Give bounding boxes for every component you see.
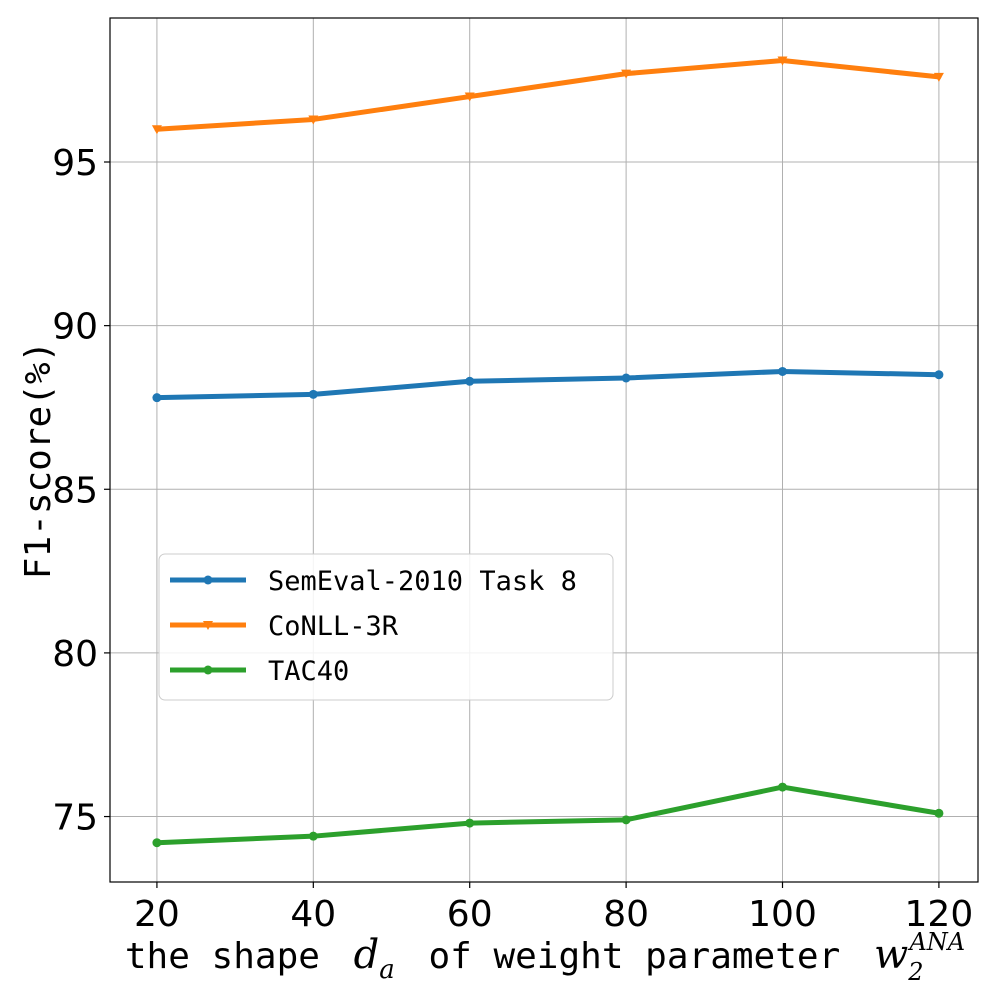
x-axis-label-var: d xyxy=(354,932,380,978)
data-point xyxy=(621,69,632,79)
x-tick-label: 60 xyxy=(447,894,493,935)
x-axis-label-var2: w xyxy=(874,932,908,978)
data-point xyxy=(934,808,944,818)
data-point xyxy=(464,92,475,102)
x-axis-label: the shape da of weight parameter w2ANA xyxy=(125,928,965,987)
x-axis-label-var-sub: a xyxy=(379,955,395,985)
legend-box xyxy=(158,553,614,701)
series-semeval-2010-task-8 xyxy=(152,366,944,403)
data-point xyxy=(621,815,631,825)
y-axis-label: F1-score(%) xyxy=(18,341,59,579)
y-tick-label: 85 xyxy=(52,470,98,511)
data-point xyxy=(152,838,162,848)
x-tick-label: 120 xyxy=(905,894,974,935)
series-line xyxy=(154,58,942,132)
data-point xyxy=(151,125,162,135)
legend-item: TAC40 xyxy=(170,656,349,687)
legend-label: SemEval-2010 Task 8 xyxy=(268,566,577,597)
x-axis-label-start: the shape xyxy=(125,936,320,977)
data-point xyxy=(465,818,475,828)
data-point xyxy=(621,373,631,383)
data-point xyxy=(778,782,788,792)
data-point xyxy=(778,366,788,376)
x-tick-label: 80 xyxy=(603,894,649,935)
x-tick-label: 40 xyxy=(290,894,336,935)
x-ticks: 20 40 60 80 100 120 xyxy=(134,882,973,935)
x-tick-label: 20 xyxy=(134,894,180,935)
series-tac40 xyxy=(152,782,944,848)
data-point xyxy=(777,56,788,66)
y-tick-label: 80 xyxy=(52,634,98,675)
data-point xyxy=(308,831,318,841)
plot-frame xyxy=(109,17,979,883)
legend-marker xyxy=(203,575,213,585)
legend-marker xyxy=(203,665,213,675)
data-point xyxy=(465,376,475,386)
x-tick-label: 100 xyxy=(748,894,817,935)
legend-label: CoNLL-3R xyxy=(268,611,399,642)
legend-item: CoNLL-3R xyxy=(170,611,399,642)
series-conll-3r xyxy=(151,56,944,135)
data-point xyxy=(308,389,318,399)
legend-marker xyxy=(203,621,213,630)
x-axis-label-var2-sub: 2 xyxy=(907,958,923,986)
legend: SemEval-2010 Task 8 CoNLL-3R TAC40 xyxy=(158,553,614,701)
legend-item: SemEval-2010 Task 8 xyxy=(170,566,577,597)
y-tick-label: 95 xyxy=(52,143,98,184)
legend-label: TAC40 xyxy=(268,656,349,687)
grid xyxy=(110,18,978,882)
series-line xyxy=(154,784,942,846)
y-tick-label: 90 xyxy=(52,307,98,348)
data-point xyxy=(152,393,162,403)
data-point xyxy=(933,72,944,82)
y-ticks: 75 80 85 90 95 xyxy=(52,143,110,839)
x-axis-label-var2-sup: ANA xyxy=(907,928,965,956)
series-layer xyxy=(151,56,944,848)
data-point xyxy=(934,370,944,380)
x-axis-label-mid: of weight parameter xyxy=(428,936,840,977)
data-point xyxy=(308,115,319,125)
y-tick-label: 75 xyxy=(52,798,98,839)
series-line xyxy=(154,368,942,401)
